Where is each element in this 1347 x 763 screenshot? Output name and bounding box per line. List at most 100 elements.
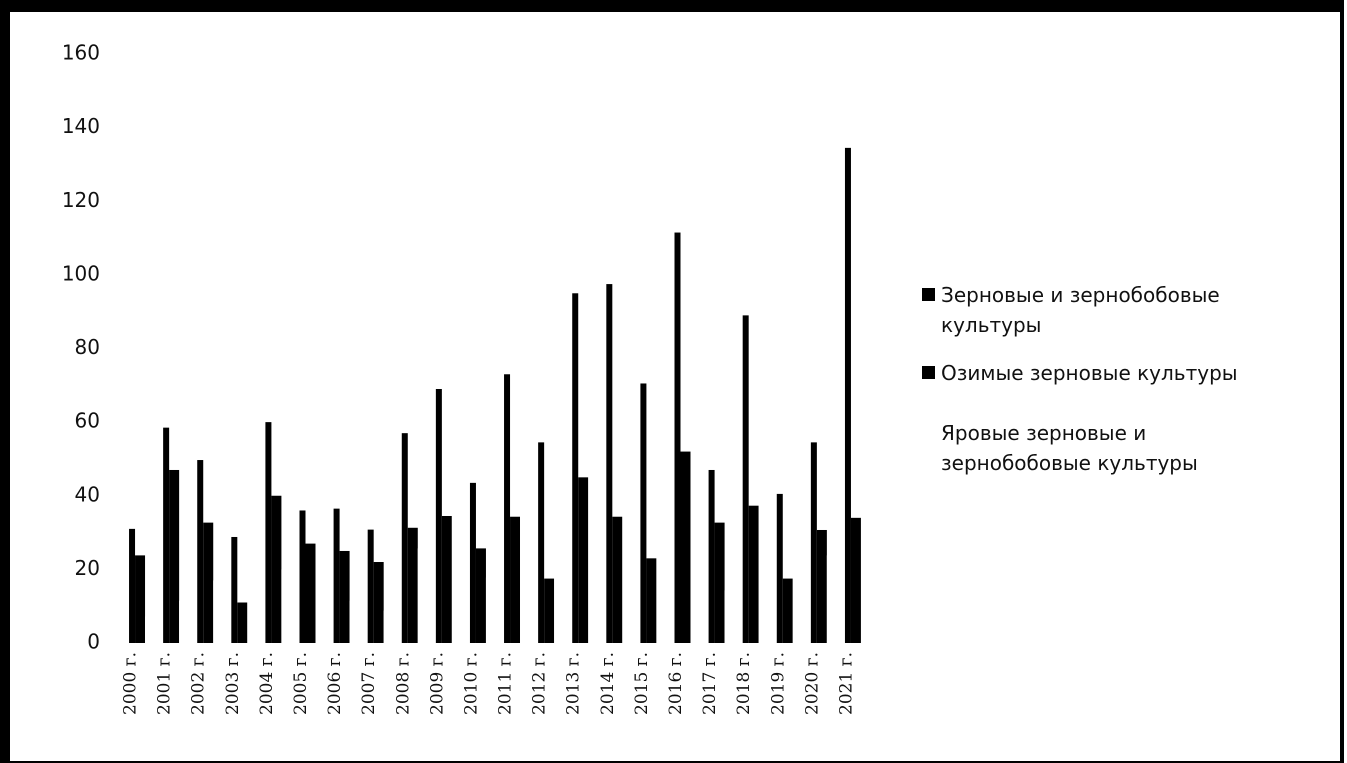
legend: Зерновые и зернобобовые культуры Озимые з… [922, 280, 1322, 496]
bar [475, 548, 486, 643]
x-tick-label: 2007 г. [359, 652, 379, 715]
bar [690, 423, 699, 643]
legend-marker [922, 426, 935, 439]
bar [612, 516, 623, 643]
bar [339, 550, 350, 643]
bar [748, 505, 759, 643]
bar [554, 506, 563, 643]
bar [247, 577, 256, 643]
bar [622, 410, 631, 643]
y-tick-label: 40 [75, 482, 100, 506]
bar [758, 452, 767, 643]
bar [237, 602, 248, 643]
bar [203, 522, 214, 643]
legend-item: Озимые зерновые культуры [922, 358, 1322, 388]
bar [708, 469, 715, 643]
bar [451, 515, 460, 643]
bar [714, 522, 725, 643]
bar [640, 383, 647, 643]
x-tick-label: 2001 г. [155, 652, 175, 715]
x-tick-label: 2020 г. [802, 652, 822, 715]
x-tick-label: 2015 г. [632, 652, 652, 715]
bar [299, 510, 306, 643]
bar [435, 388, 442, 643]
x-tick-label: 2010 г. [461, 652, 481, 715]
bar [776, 493, 783, 643]
bar [656, 468, 665, 643]
legend-label: Озимые зерновые культуры [941, 361, 1238, 385]
legend-label: Зерновые и зернобобовые культуры [941, 283, 1220, 337]
bar [588, 458, 597, 643]
bar [844, 147, 851, 643]
y-tick-label: 0 [87, 630, 100, 654]
bar [333, 508, 340, 643]
bar [782, 578, 793, 643]
bar [315, 609, 324, 643]
bar [197, 460, 204, 643]
bar [742, 315, 749, 643]
x-tick-label: 2021 г. [836, 652, 856, 715]
y-tick-label: 60 [75, 409, 100, 433]
bar [485, 577, 494, 643]
bar [213, 580, 222, 643]
bar [179, 600, 188, 643]
bar [417, 548, 426, 643]
x-tick-label: 2013 г. [564, 652, 584, 715]
bar [145, 616, 154, 643]
x-tick-label: 2018 г. [734, 652, 754, 715]
x-tick-label: 2012 г. [530, 652, 550, 715]
bar [305, 543, 316, 643]
bar [373, 562, 384, 643]
x-tick-label: 2017 г. [700, 652, 720, 715]
bar [504, 374, 511, 643]
x-tick-label: 2002 г. [189, 652, 209, 715]
bar [441, 515, 452, 643]
x-tick-label: 2008 г. [393, 652, 413, 715]
y-tick-label: 80 [75, 335, 100, 359]
bar [816, 529, 827, 643]
bar [792, 558, 801, 643]
x-tick-label: 2016 г. [666, 652, 686, 715]
y-tick-label: 20 [75, 556, 100, 580]
bar [520, 500, 529, 643]
y-tick-label: 140 [62, 114, 100, 138]
bar [169, 469, 180, 643]
bar [271, 495, 282, 643]
bar [646, 558, 657, 643]
y-tick-label: 100 [62, 261, 100, 285]
bar [401, 433, 408, 643]
bar [383, 610, 392, 643]
bar [129, 528, 136, 643]
x-tick-label: 2004 г. [257, 652, 277, 715]
bar [674, 232, 681, 643]
legend-item: Яровые зерновые и зернобобовые культуры [922, 418, 1322, 478]
bar [510, 516, 521, 643]
bar [281, 569, 290, 643]
bar [349, 600, 358, 643]
x-tick-label: 2005 г. [291, 652, 311, 715]
x-tick-label: 2003 г. [223, 652, 243, 715]
bar [367, 529, 374, 643]
bar [544, 578, 555, 643]
y-tick-label: 120 [62, 188, 100, 212]
x-tick-label: 2006 г. [325, 652, 345, 715]
x-tick-label: 2019 г. [768, 652, 788, 715]
bar [810, 442, 817, 643]
bar [606, 284, 613, 643]
bar [538, 442, 545, 643]
y-tick-label: 160 [62, 41, 100, 65]
bar [135, 555, 146, 643]
legend-marker [922, 288, 935, 301]
x-tick-label: 2000 г. [121, 652, 141, 715]
legend-marker [922, 366, 935, 379]
legend-item: Зерновые и зернобобовые культуры [922, 280, 1322, 340]
legend-label: Яровые зерновые и зернобобовые культуры [941, 421, 1198, 475]
bar [826, 555, 835, 643]
bar [469, 482, 476, 643]
x-tick-label: 2011 г. [496, 652, 516, 715]
bar [572, 293, 579, 643]
x-tick-label: 2009 г. [427, 652, 447, 715]
